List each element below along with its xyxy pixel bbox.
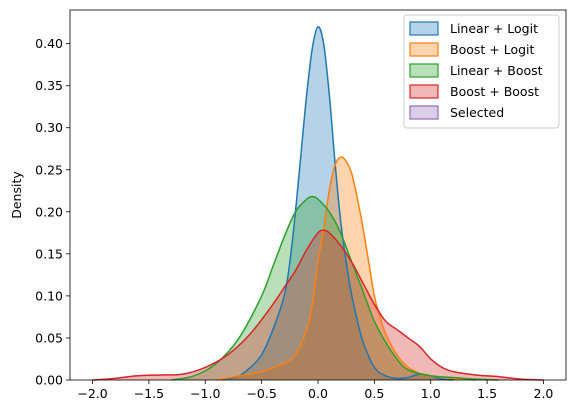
x-axis: −2.0 −1.5 −1.0 −0.5 0.0 0.5 1.0 1.5 2.0 (77, 380, 553, 401)
x-tick-label: 0.0 (308, 386, 328, 401)
y-tick-label: 0.35 (35, 78, 63, 93)
legend-label-linear-boost: Linear + Boost (450, 63, 543, 78)
density-area-linear-logit (222, 26, 454, 380)
density-area-linear-boost (171, 196, 499, 380)
legend-box (403, 14, 560, 129)
legend-swatch-boost-boost (409, 84, 439, 99)
legend-label-boost-logit: Boost + Logit (450, 42, 535, 57)
legend-swatch-linear-boost (409, 63, 439, 78)
legend-label-boost-boost: Boost + Boost (450, 84, 539, 99)
y-tick-label: 0.05 (35, 330, 63, 345)
y-axis: 0.00 0.05 0.10 0.15 0.20 0.25 0.30 0.35 0.40 (35, 36, 70, 388)
y-tick-label: 0.15 (35, 246, 63, 261)
y-tick-label: 0.40 (35, 36, 63, 51)
density-line-boost-logit (216, 156, 476, 381)
x-tick-label: −2.0 (77, 386, 107, 401)
legend: Linear + Logit Boost + Logit Linear + Boos… (403, 14, 560, 129)
density-area-boost-boost (92, 230, 544, 380)
x-tick-label: −0.5 (246, 386, 276, 401)
y-tick-label: 0.00 (35, 373, 63, 388)
legend-swatch-boost-logit (409, 42, 439, 57)
density-lines (92, 26, 544, 381)
x-tick-label: 0.5 (364, 386, 384, 401)
density-line-linear-logit (221, 26, 454, 381)
y-axis-title: Density (9, 171, 24, 219)
y-tick-label: 0.25 (35, 162, 63, 177)
x-tick-label: 1.0 (421, 386, 441, 401)
y-tick-label: 0.10 (35, 288, 63, 303)
legend-swatch-linear-logit (409, 21, 439, 36)
density-areas (92, 26, 544, 380)
legend-label-selected: Selected (450, 105, 504, 120)
density-line-linear-boost (171, 195, 499, 381)
plot-frame (69, 9, 567, 381)
density-area-boost-logit (216, 157, 476, 380)
x-tick-label: 2.0 (534, 386, 554, 401)
density-line-boost-boost (92, 229, 544, 381)
legend-label-linear-logit: Linear + Logit (450, 21, 538, 36)
x-tick-label: −1.0 (190, 386, 220, 401)
legend-swatch-selected (409, 105, 439, 120)
x-tick-label: −1.5 (134, 386, 164, 401)
x-tick-label: 1.5 (477, 386, 497, 401)
y-tick-label: 0.20 (35, 204, 63, 219)
y-tick-label: 0.30 (35, 120, 63, 135)
